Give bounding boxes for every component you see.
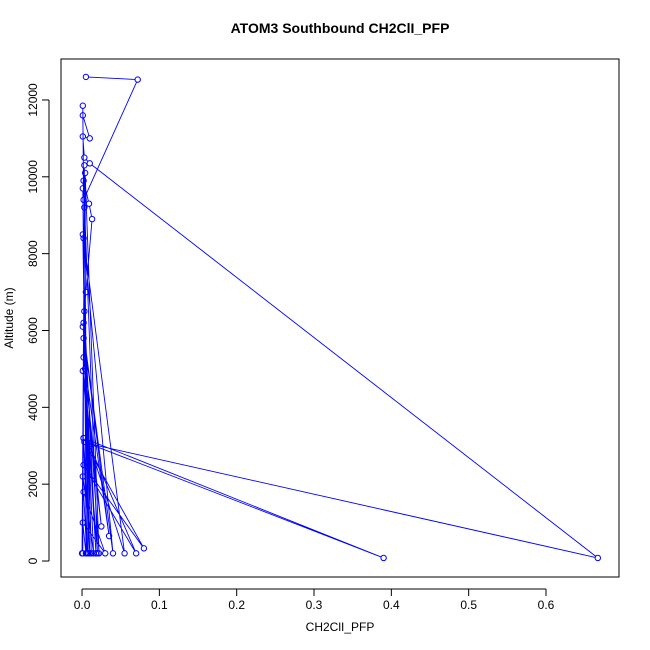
point bbox=[90, 550, 97, 557]
point bbox=[80, 461, 87, 469]
point bbox=[132, 550, 140, 557]
point bbox=[79, 323, 87, 330]
x-tick-label: 0.6 bbox=[538, 598, 555, 612]
point bbox=[79, 102, 87, 109]
point bbox=[81, 308, 88, 315]
point bbox=[81, 438, 88, 446]
data-line bbox=[81, 76, 597, 558]
x-tick-label: 0.5 bbox=[460, 598, 477, 612]
y-tick-label: 0 bbox=[26, 557, 40, 564]
point bbox=[134, 76, 141, 83]
point bbox=[79, 112, 87, 119]
point bbox=[80, 319, 87, 327]
point bbox=[81, 154, 88, 161]
y-tick-label: 10000 bbox=[26, 160, 40, 194]
point bbox=[98, 523, 105, 530]
point bbox=[86, 442, 93, 449]
point bbox=[121, 550, 128, 557]
point bbox=[80, 235, 87, 242]
point bbox=[81, 204, 88, 211]
x-tick-label: 0.2 bbox=[228, 598, 245, 612]
point bbox=[86, 135, 93, 142]
y-tick-label: 8000 bbox=[26, 240, 40, 267]
point bbox=[109, 550, 117, 557]
point bbox=[140, 545, 148, 552]
point bbox=[81, 169, 89, 177]
y-tick-label: 2000 bbox=[26, 471, 40, 498]
point bbox=[79, 133, 87, 140]
point bbox=[79, 185, 87, 192]
point bbox=[79, 231, 87, 238]
y-axis-label: Altitude (m) bbox=[2, 287, 16, 348]
point bbox=[81, 365, 89, 373]
point bbox=[92, 550, 100, 557]
y-tick-label: 6000 bbox=[26, 317, 40, 344]
point bbox=[594, 554, 602, 562]
point bbox=[105, 532, 113, 540]
point bbox=[86, 440, 93, 448]
point bbox=[79, 473, 87, 480]
y-tick-label: 4000 bbox=[26, 394, 40, 421]
point bbox=[380, 554, 387, 562]
point bbox=[81, 162, 88, 169]
point bbox=[88, 550, 95, 557]
point bbox=[78, 550, 86, 557]
point bbox=[82, 288, 90, 296]
x-tick-label: 0.3 bbox=[306, 598, 323, 612]
point bbox=[82, 73, 90, 81]
point bbox=[102, 550, 109, 557]
plot-box bbox=[60, 58, 620, 578]
y-tick-label: 12000 bbox=[26, 83, 40, 117]
x-tick-label: 0.1 bbox=[151, 598, 168, 612]
point bbox=[80, 334, 87, 342]
x-tick-label: 0.4 bbox=[383, 598, 400, 612]
x-axis-label: CH2ClI_PFP bbox=[306, 620, 375, 634]
point bbox=[80, 354, 87, 361]
x-tick-label: 0.0 bbox=[74, 598, 91, 612]
point bbox=[79, 519, 87, 526]
point bbox=[80, 434, 87, 442]
point bbox=[80, 196, 87, 204]
point bbox=[85, 200, 93, 207]
point bbox=[80, 488, 87, 496]
point bbox=[80, 177, 87, 184]
point bbox=[88, 215, 96, 223]
chart-title: ATOM3 Southbound CH2ClI_PFP bbox=[231, 20, 450, 36]
point bbox=[86, 160, 93, 167]
